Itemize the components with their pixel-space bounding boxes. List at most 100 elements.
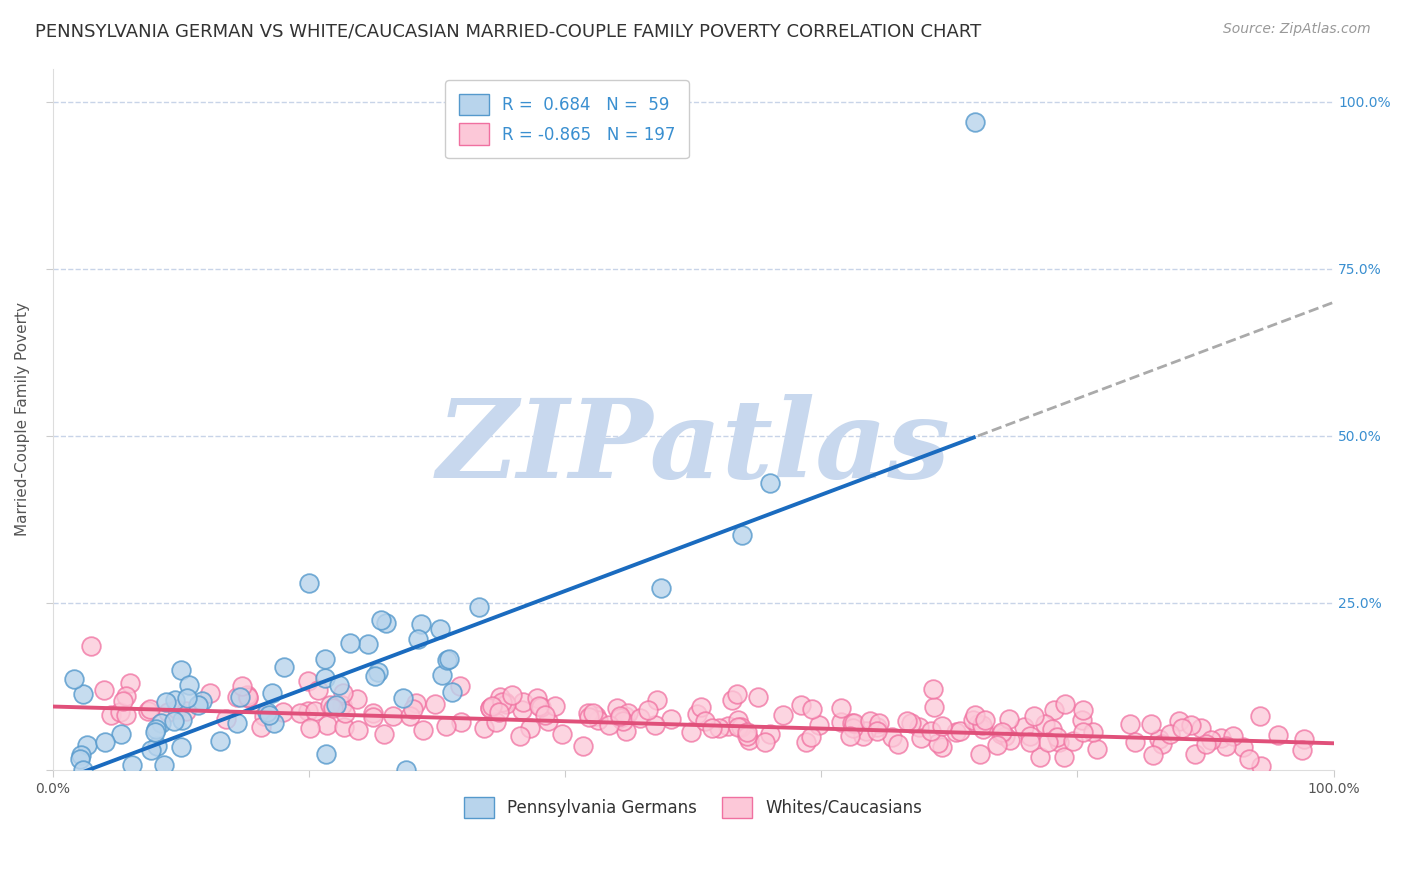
Point — [434, 719, 457, 733]
Point — [146, 739, 169, 753]
Point — [679, 725, 702, 739]
Point — [512, 695, 534, 709]
Point — [339, 636, 361, 650]
Point — [364, 669, 387, 683]
Point — [1150, 737, 1173, 751]
Point — [491, 695, 513, 709]
Point — [730, 720, 752, 734]
Point — [208, 733, 231, 747]
Point — [717, 719, 740, 733]
Point — [501, 688, 523, 702]
Point — [838, 729, 860, 743]
Point — [1209, 731, 1232, 745]
Point — [737, 733, 759, 747]
Point — [1119, 716, 1142, 731]
Point — [315, 747, 337, 761]
Point — [1062, 734, 1084, 748]
Point — [441, 685, 464, 699]
Point — [998, 732, 1021, 747]
Point — [650, 582, 672, 596]
Point — [253, 709, 276, 723]
Point — [510, 703, 533, 717]
Point — [922, 700, 945, 714]
Point — [721, 693, 744, 707]
Point — [536, 714, 558, 728]
Point — [1237, 752, 1260, 766]
Point — [297, 674, 319, 689]
Point — [110, 727, 132, 741]
Point — [170, 663, 193, 677]
Point — [1040, 722, 1063, 736]
Point — [1167, 714, 1189, 728]
Point — [606, 701, 628, 715]
Point — [1142, 748, 1164, 763]
Point — [437, 652, 460, 666]
Point — [790, 698, 813, 713]
Point — [963, 115, 986, 129]
Point — [530, 699, 553, 714]
Point — [263, 716, 285, 731]
Point — [1071, 725, 1094, 739]
Point — [136, 704, 159, 718]
Point — [115, 689, 138, 703]
Point — [177, 678, 200, 692]
Point — [727, 713, 749, 727]
Point — [478, 701, 501, 715]
Point — [479, 700, 502, 714]
Point — [374, 615, 396, 630]
Point — [1189, 722, 1212, 736]
Point — [333, 720, 356, 734]
Point — [945, 725, 967, 739]
Point — [155, 695, 177, 709]
Point — [325, 698, 347, 712]
Point — [1222, 729, 1244, 743]
Point — [920, 724, 942, 739]
Point — [578, 710, 600, 724]
Point — [156, 705, 179, 719]
Point — [695, 714, 717, 728]
Point — [585, 709, 607, 723]
Point — [138, 702, 160, 716]
Point — [367, 665, 389, 680]
Point — [72, 763, 94, 777]
Point — [896, 714, 918, 728]
Point — [231, 679, 253, 693]
Point — [772, 708, 794, 723]
Point — [304, 705, 326, 719]
Point — [948, 724, 970, 739]
Point — [1085, 741, 1108, 756]
Point — [998, 712, 1021, 726]
Point — [628, 710, 651, 724]
Point — [1042, 703, 1064, 717]
Point — [986, 739, 1008, 753]
Point — [910, 731, 932, 746]
Point — [1029, 750, 1052, 764]
Point — [100, 708, 122, 723]
Point — [200, 686, 222, 700]
Point — [1022, 708, 1045, 723]
Point — [333, 706, 356, 720]
Point — [319, 698, 342, 713]
Point — [236, 688, 259, 702]
Point — [794, 735, 817, 749]
Point — [747, 690, 769, 705]
Point — [1139, 717, 1161, 731]
Point — [357, 637, 380, 651]
Point — [236, 690, 259, 704]
Point — [1232, 740, 1254, 755]
Point — [430, 668, 453, 682]
Point — [931, 739, 953, 754]
Point — [485, 715, 508, 730]
Point — [754, 734, 776, 748]
Point — [402, 702, 425, 716]
Point — [495, 698, 517, 712]
Point — [544, 698, 567, 713]
Point — [412, 723, 434, 738]
Point — [314, 651, 336, 665]
Point — [908, 720, 931, 734]
Point — [758, 727, 780, 741]
Point — [226, 715, 249, 730]
Point — [346, 692, 368, 706]
Point — [686, 706, 709, 721]
Point — [970, 718, 993, 732]
